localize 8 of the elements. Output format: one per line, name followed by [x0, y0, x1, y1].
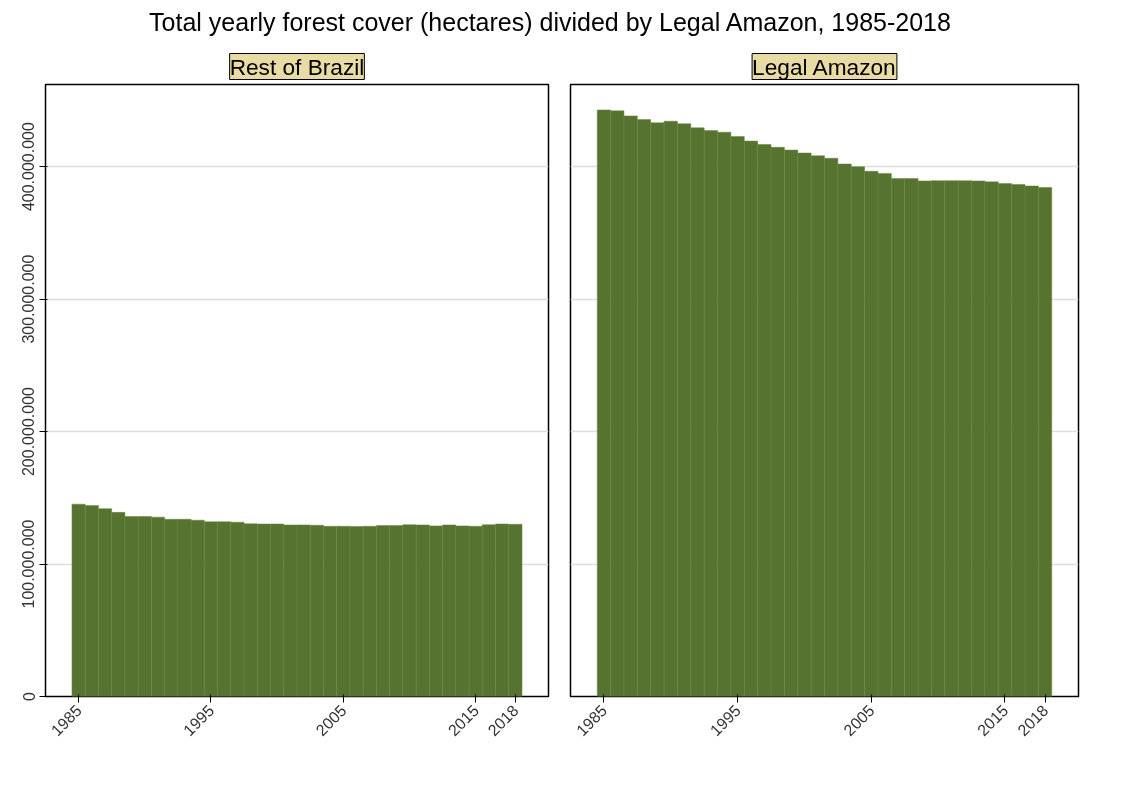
chart-title: Total yearly forest cover (hectares) divided by Legal Amazon, 1985-2018: [149, 7, 951, 38]
chart-subtitle: Rest of Brazil: [229, 53, 365, 80]
y-tick-label: 200.000.000: [20, 386, 38, 477]
y-tick-label: 300.000.000: [20, 254, 38, 344]
y-tick-label: 400.000.000: [20, 122, 38, 212]
y-tick-label: 100.000.000: [20, 519, 38, 609]
chart-subtitle: Legal Amazon: [752, 53, 896, 80]
y-tick-label: 0: [20, 691, 38, 701]
